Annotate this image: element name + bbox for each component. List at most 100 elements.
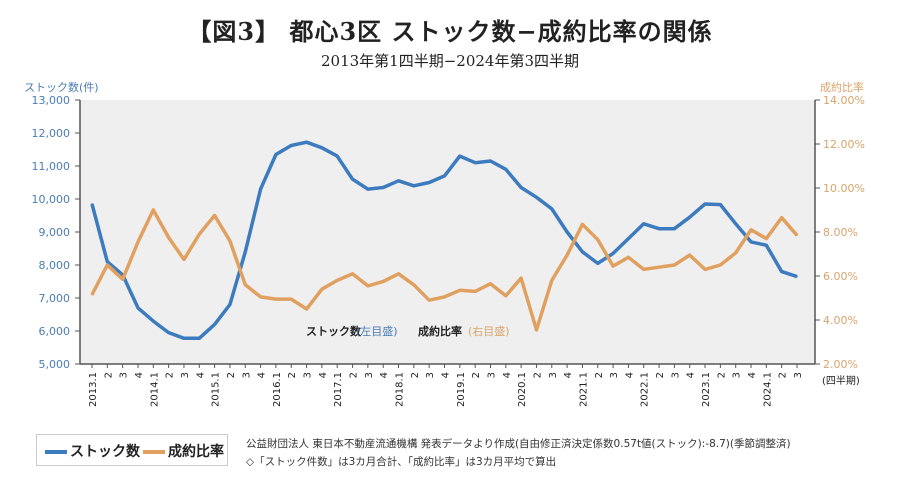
stock-point xyxy=(167,331,170,334)
x-tick-label: 3 xyxy=(670,372,681,378)
stock-point xyxy=(244,251,247,253)
x-tick-label: 2 xyxy=(716,372,727,378)
ratio-point xyxy=(213,214,216,217)
x-tick-label: 4 xyxy=(624,372,635,378)
right-tick-label: 2.00% xyxy=(823,358,858,371)
stock-point xyxy=(183,337,185,340)
ratio-point xyxy=(550,279,553,282)
right-tick-label: 12.00% xyxy=(823,138,865,151)
stock-point xyxy=(229,303,231,306)
chart-subtitle: 2013年第1四半期−2024年第3四半期 xyxy=(320,52,579,70)
stock-point xyxy=(259,188,262,190)
stock-point xyxy=(704,203,706,205)
x-tick-label: 2 xyxy=(594,372,605,378)
ratio-point xyxy=(566,254,568,256)
stock-point xyxy=(443,175,446,177)
stock-point xyxy=(152,320,155,322)
x-tick-label: 2 xyxy=(349,372,360,378)
stock-point xyxy=(91,203,93,205)
ratio-point xyxy=(382,280,384,283)
legend: ストック数 成約比率 xyxy=(36,434,228,466)
ratio-point xyxy=(459,289,461,292)
stock-point xyxy=(520,186,522,189)
ratio-point xyxy=(152,209,155,211)
stock-point xyxy=(505,168,507,171)
x-tick-label: 3 xyxy=(793,372,804,378)
x-tick-label: 4 xyxy=(318,372,329,378)
inline-legend-stock: ストック数 xyxy=(306,324,362,338)
ratio-point xyxy=(367,285,369,287)
x-tick-label: 2015.1 xyxy=(211,372,222,407)
stock-point xyxy=(658,227,660,230)
legend-swatch-ratio xyxy=(143,450,165,454)
x-tick-label: 4 xyxy=(441,372,452,378)
ratio-point xyxy=(688,254,691,256)
ratio-point xyxy=(596,238,599,241)
x-tick-label: 2017.1 xyxy=(333,372,344,407)
right-tick-label: 14.00% xyxy=(823,94,865,107)
ratio-point xyxy=(336,279,339,282)
left-tick-label: 10,000 xyxy=(32,193,71,206)
ratio-point xyxy=(275,298,277,300)
x-tick-label: 3 xyxy=(732,372,743,378)
legend-label-stock: ストック数 xyxy=(70,444,140,460)
ratio-point xyxy=(428,299,430,302)
x-tick-label: 2 xyxy=(165,372,176,378)
stock-point xyxy=(351,178,354,180)
ratio-point xyxy=(796,234,798,237)
x-tick-label: 2023.1 xyxy=(701,372,712,407)
legend-label-ratio: 成約比率 xyxy=(168,444,224,460)
stock-point xyxy=(642,222,645,225)
ratio-point xyxy=(719,264,722,266)
x-tick-label: 4 xyxy=(195,372,206,378)
ratio-point xyxy=(167,236,170,239)
ratio-point xyxy=(673,264,676,266)
left-tick-label: 9,000 xyxy=(39,226,71,239)
ratio-point xyxy=(229,240,231,242)
stock-point xyxy=(336,155,339,157)
ratio-point xyxy=(581,223,584,226)
stock-point xyxy=(275,153,277,156)
x-tick-label: 4 xyxy=(563,372,574,378)
x-tick-label: 3 xyxy=(364,372,375,378)
x-tick-label: 3 xyxy=(486,372,497,378)
x-tick-label: 2 xyxy=(226,372,237,378)
ratio-point xyxy=(183,258,185,261)
stock-point xyxy=(413,185,415,187)
x-tick-label: 3 xyxy=(180,372,191,378)
left-tick-label: 6,000 xyxy=(39,325,71,338)
x-tick-label: 4 xyxy=(379,372,390,378)
x-axis-unit: (四半期) xyxy=(822,374,860,387)
right-tick-label: 10.00% xyxy=(823,182,865,195)
left-tick-label: 5,000 xyxy=(39,358,71,371)
ratio-point xyxy=(612,265,614,267)
stock-point xyxy=(474,161,476,164)
legend-swatch-stock xyxy=(45,450,67,454)
stock-point xyxy=(397,180,400,182)
stock-point xyxy=(581,251,584,253)
stock-point xyxy=(305,141,308,144)
x-tick-label: 2 xyxy=(471,372,482,378)
stock-point xyxy=(489,160,492,162)
stock-point xyxy=(796,275,798,278)
ratio-point xyxy=(121,278,124,281)
stock-point xyxy=(550,208,553,210)
x-tick-label: 2 xyxy=(410,372,421,378)
stock-point xyxy=(382,186,384,189)
ratio-point xyxy=(474,290,476,293)
stock-point xyxy=(213,323,216,326)
x-tick-label: 3 xyxy=(303,372,314,378)
chart-title: 【図3】 都心3区 ストック数−成約比率の関係 xyxy=(187,17,713,46)
x-tick-label: 2018.1 xyxy=(395,372,406,407)
x-tick-label: 2 xyxy=(655,372,666,378)
left-axis-title: ストック数(件) xyxy=(24,81,99,94)
left-tick-label: 11,000 xyxy=(32,160,71,173)
stock-point xyxy=(106,260,109,263)
stock-point xyxy=(673,227,676,230)
stock-point xyxy=(321,147,323,149)
x-tick-label: 2022.1 xyxy=(640,372,651,407)
ratio-point xyxy=(137,241,139,243)
stock-point xyxy=(198,337,201,340)
ratio-point xyxy=(290,298,293,300)
x-tick-label: 2 xyxy=(532,372,543,378)
